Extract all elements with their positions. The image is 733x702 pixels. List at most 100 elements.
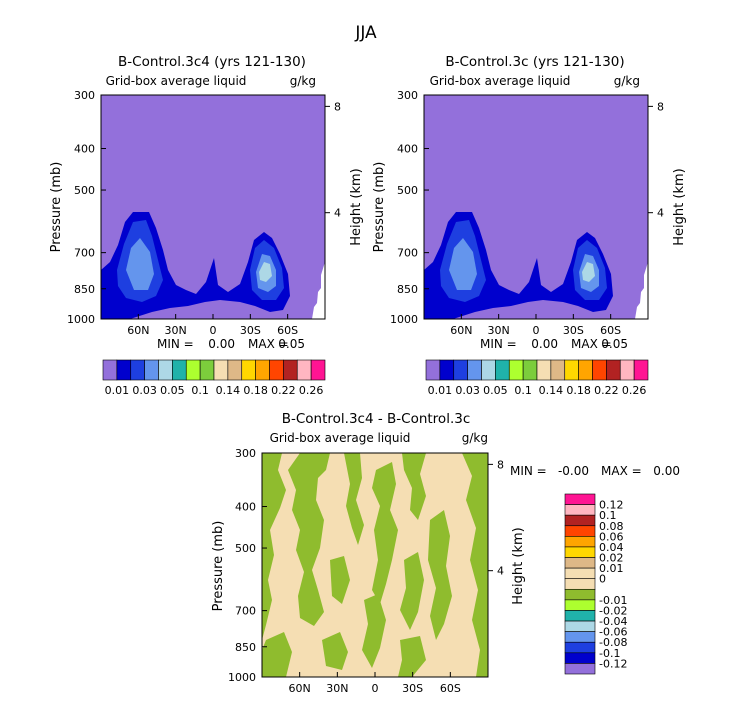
y-tick-label: 400 xyxy=(74,143,95,156)
negative-patch xyxy=(372,462,398,604)
colorbar-label: 0.26 xyxy=(299,384,324,397)
y-axis-label-pressure: Pressure (mb) xyxy=(211,521,226,612)
colorbar-swatch xyxy=(453,359,468,381)
colorbar-swatch xyxy=(564,578,596,590)
colorbar-label: -0.08 xyxy=(599,636,627,649)
contour-edge xyxy=(424,274,430,286)
contour-level-0-1-left xyxy=(126,238,154,290)
variable-label: Grid-box average liquid xyxy=(270,431,411,445)
colorbar-swatch xyxy=(564,620,596,632)
max-value: 0.00 xyxy=(653,464,680,478)
units-label: g/kg xyxy=(290,74,316,88)
colorbar-swatch xyxy=(619,359,635,381)
colorbar: 0.120.10.080.060.040.020.010-0.01-0.02-0… xyxy=(564,493,627,675)
colorbar-label: 0.26 xyxy=(622,384,647,397)
x-tick-label: 30N xyxy=(326,682,348,695)
x-tick-label: 30S xyxy=(402,682,423,695)
panel-control-3c: B-Control.3c (yrs 121-130) Grid-box aver… xyxy=(372,54,687,397)
colorbar-swatch xyxy=(481,359,496,381)
colorbar-swatch xyxy=(213,359,229,381)
y-tick-label: 300 xyxy=(235,447,256,460)
colorbar-swatch xyxy=(199,359,215,381)
height-tick-label: 4 xyxy=(497,565,504,578)
colorbar-swatch xyxy=(536,359,552,381)
colorbar-swatch xyxy=(564,567,596,580)
x-tick-label: 60N xyxy=(450,324,472,337)
colorbar-swatch xyxy=(633,359,649,381)
negative-patch xyxy=(262,632,292,677)
negative-patch xyxy=(288,453,330,626)
colorbar-label: 0.05 xyxy=(483,384,508,397)
x-tick-label: 60S xyxy=(440,682,461,695)
y-tick-label: 850 xyxy=(235,641,256,654)
negative-patch xyxy=(398,636,426,677)
colorbar-label: 0.18 xyxy=(243,384,268,397)
colorbar-swatch xyxy=(227,359,243,381)
negative-patch xyxy=(428,510,452,640)
units-label: g/kg xyxy=(462,431,488,445)
x-tick-label: 0 xyxy=(533,324,540,337)
min-label: MIN = xyxy=(480,337,517,351)
y-tick-label: 700 xyxy=(397,247,418,260)
x-tick-label: 60N xyxy=(127,324,149,337)
y-tick-label: 500 xyxy=(397,184,418,197)
colorbar-swatch xyxy=(269,359,284,381)
contour-level-0-14 xyxy=(582,262,595,282)
colorbar-label: 0.01 xyxy=(599,562,624,575)
colorbar-swatch xyxy=(495,359,510,381)
colorbar-label: 0.08 xyxy=(599,520,624,533)
colorbar-swatch xyxy=(296,359,312,381)
y-axis-label-height: Height (km) xyxy=(349,168,364,245)
colorbar-label: 0.14 xyxy=(216,384,241,397)
colorbar-label: 0 xyxy=(599,573,606,586)
colorbar-swatch xyxy=(185,359,201,381)
height-tick-label: 8 xyxy=(334,100,341,113)
y-axis-label-pressure: Pressure (mb) xyxy=(49,162,64,253)
colorbar-label: 0.02 xyxy=(599,552,624,565)
y-tick-label: 700 xyxy=(74,247,95,260)
x-tick-label: 60S xyxy=(277,324,298,337)
plot-area: 300 400 500 700 850 1000 60N 30N 0 30S 60S 8 4 xyxy=(228,447,504,695)
colorbar-label: 0.03 xyxy=(132,384,157,397)
negative-patch xyxy=(322,632,348,670)
y-axis-label-height: Height (km) xyxy=(672,168,687,245)
x-tick-label: 0 xyxy=(210,324,217,337)
units-label: g/kg xyxy=(614,74,640,88)
colorbar-swatch xyxy=(102,359,118,381)
panel-control-3c4: B-Control.3c4 (yrs 121-130) Grid-box ave… xyxy=(49,54,364,397)
plot-area: 300 400 500 700 850 1000 60N 30N 0 30S 60S 8 4 xyxy=(390,89,664,337)
colorbar-swatch xyxy=(606,359,621,381)
colorbar-label: -0.01 xyxy=(599,594,627,607)
colorbar-label: 0.18 xyxy=(566,384,591,397)
colorbar-swatch xyxy=(522,359,538,381)
colorbar-label: 0.04 xyxy=(599,541,624,554)
colorbar-swatch xyxy=(508,359,524,381)
colorbar-label: -0.1 xyxy=(599,647,620,660)
negative-patch xyxy=(400,552,424,630)
colorbar-swatch xyxy=(158,359,173,381)
plot-area: 300 400 500 700 850 1000 60N 30N 0 30S 60S 8 4 xyxy=(67,89,341,337)
y-tick-label: 400 xyxy=(397,143,418,156)
variable-label: Grid-box average liquid xyxy=(106,74,247,88)
colorbar-label: -0.06 xyxy=(599,626,627,639)
colorbar-swatch xyxy=(144,359,159,381)
colorbar-swatch xyxy=(564,641,596,654)
max-value: 0.05 xyxy=(601,337,628,351)
colorbar-swatch xyxy=(578,359,593,381)
min-value: 0.00 xyxy=(208,337,235,351)
colorbar-swatch xyxy=(564,599,596,611)
colorbar-swatch xyxy=(564,536,596,548)
contour-level-0-14 xyxy=(259,262,272,282)
y-tick-label: 1000 xyxy=(228,671,256,684)
colorbar-swatch xyxy=(592,359,607,381)
variable-label: Grid-box average liquid xyxy=(430,74,571,88)
height-tick-label: 8 xyxy=(497,458,504,471)
colorbar-swatch xyxy=(255,359,270,381)
colorbar-label: 0.01 xyxy=(428,384,453,397)
colorbar-label: -0.12 xyxy=(599,657,627,670)
colorbar-swatch xyxy=(564,663,596,675)
y-axis-label-pressure: Pressure (mb) xyxy=(372,162,387,253)
colorbar-label: -0.02 xyxy=(599,604,627,617)
colorbar-swatch xyxy=(550,359,566,381)
colorbar-label: 0.03 xyxy=(455,384,480,397)
